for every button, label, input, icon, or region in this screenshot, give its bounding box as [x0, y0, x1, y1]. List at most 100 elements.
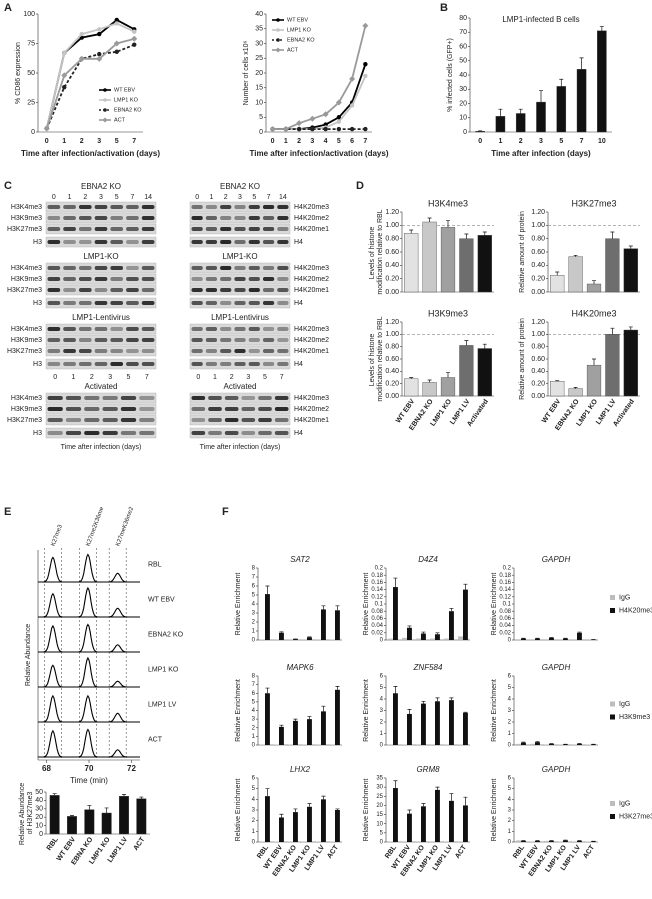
blot-band [262, 216, 275, 220]
y-tick-label: 0.40 [385, 368, 399, 375]
row-label: H4K20me1 [294, 348, 329, 355]
marker [310, 126, 315, 132]
peak [78, 694, 98, 723]
blot-band [126, 216, 139, 220]
lane-label: 2 [83, 194, 87, 201]
bar [623, 248, 638, 293]
marker [132, 42, 137, 47]
blot-strip [45, 414, 157, 426]
blot-band [63, 301, 76, 305]
blot-band [110, 240, 124, 244]
x-tick-label: 7 [132, 138, 136, 145]
bar [260, 841, 265, 842]
lane-label: 0 [195, 194, 199, 201]
y-tick-label: 0.40 [531, 368, 545, 375]
blot-band [94, 338, 108, 342]
label-line: modification relative to RBL [377, 316, 384, 401]
bar [535, 742, 540, 745]
blot-band [274, 396, 289, 400]
bar [67, 816, 77, 835]
legend-label: H3K9me3 [619, 714, 650, 721]
y-tick-label: 100 [23, 11, 35, 18]
y-tick-label: 4 [508, 697, 512, 703]
blot-band [220, 240, 232, 244]
error-bar [321, 795, 326, 800]
lane-label: 5 [252, 194, 256, 201]
blot-band [110, 266, 124, 270]
trace-label: LMP1 LV [148, 701, 177, 708]
blot-band [220, 227, 232, 231]
y-axis-label: Relative Abundance [25, 624, 32, 686]
label-line: of H3K27me3 [27, 791, 34, 834]
bar [544, 744, 549, 745]
y-tick-label: 0 [252, 743, 256, 749]
marker [113, 40, 120, 47]
blot-strip [189, 403, 291, 415]
legend-marker [276, 28, 280, 32]
blot-title: LMP1-Lentivirus [72, 313, 130, 322]
error-bar [628, 245, 633, 249]
error-bar [335, 686, 340, 690]
blot-band [141, 240, 155, 244]
marker [296, 120, 303, 127]
y-tick-label: 70 [459, 29, 467, 36]
legend-label: H4K20me3 [619, 607, 652, 614]
x-axis-label: Time (min) [70, 776, 108, 785]
error-bar [449, 793, 454, 801]
blot-band [102, 396, 118, 400]
row-label: H3 [33, 430, 42, 437]
peak-label: K27me2K36me [86, 506, 106, 548]
y-axis-label: Relative amount of protein [519, 211, 526, 293]
error-bar [427, 217, 432, 222]
lane-label: 14 [144, 194, 152, 201]
bar [549, 637, 554, 640]
legend-swatch [610, 595, 615, 600]
blot-band [139, 431, 155, 435]
y-tick-label: 1.00 [385, 222, 399, 229]
bar [265, 796, 270, 842]
chart-title: H4K20me3 [571, 308, 616, 318]
peak [78, 553, 98, 583]
peak [108, 680, 128, 688]
bar [293, 720, 298, 745]
blot-band [78, 227, 92, 231]
bar [279, 817, 284, 842]
y-tick-label: 10 [376, 821, 383, 827]
error-bar [393, 780, 398, 789]
bar [265, 594, 270, 640]
bar [568, 388, 583, 397]
y-tick-label: 2 [508, 720, 512, 726]
y-tick-label: 1 [252, 629, 256, 635]
blot-band [205, 288, 218, 292]
x-tick-label: 10 [598, 138, 606, 145]
blot-band [47, 327, 61, 331]
blot-band [94, 205, 108, 209]
blot-band [47, 227, 61, 231]
y-tick-label: 0.20 [385, 276, 399, 283]
y-tick-label: 4 [252, 708, 256, 714]
marker [309, 115, 316, 122]
blot-band [220, 327, 232, 331]
blot-band [277, 327, 289, 331]
marker [61, 72, 68, 79]
blot-band [205, 277, 218, 281]
error-bar [521, 741, 526, 743]
blot-band [205, 266, 218, 270]
bar [530, 743, 535, 745]
x-axis-label: Time after infection (days) [491, 149, 591, 158]
x-tick-label: 0 [271, 138, 275, 145]
blot-band [248, 338, 260, 342]
legend-marker [276, 38, 280, 42]
row-label: H3 [33, 239, 42, 246]
blot-band [258, 407, 272, 411]
error-bar [407, 809, 412, 814]
peak [108, 572, 128, 583]
blot-title: Activated [85, 382, 118, 391]
blot-band [220, 338, 232, 342]
y-tick-label: 0.08 [499, 609, 511, 615]
blot-strip [189, 414, 291, 426]
marker [131, 35, 138, 42]
legend-label: WT EBV [114, 87, 135, 93]
y-tick-label: 0.60 [385, 249, 399, 256]
blot-band [208, 396, 222, 400]
